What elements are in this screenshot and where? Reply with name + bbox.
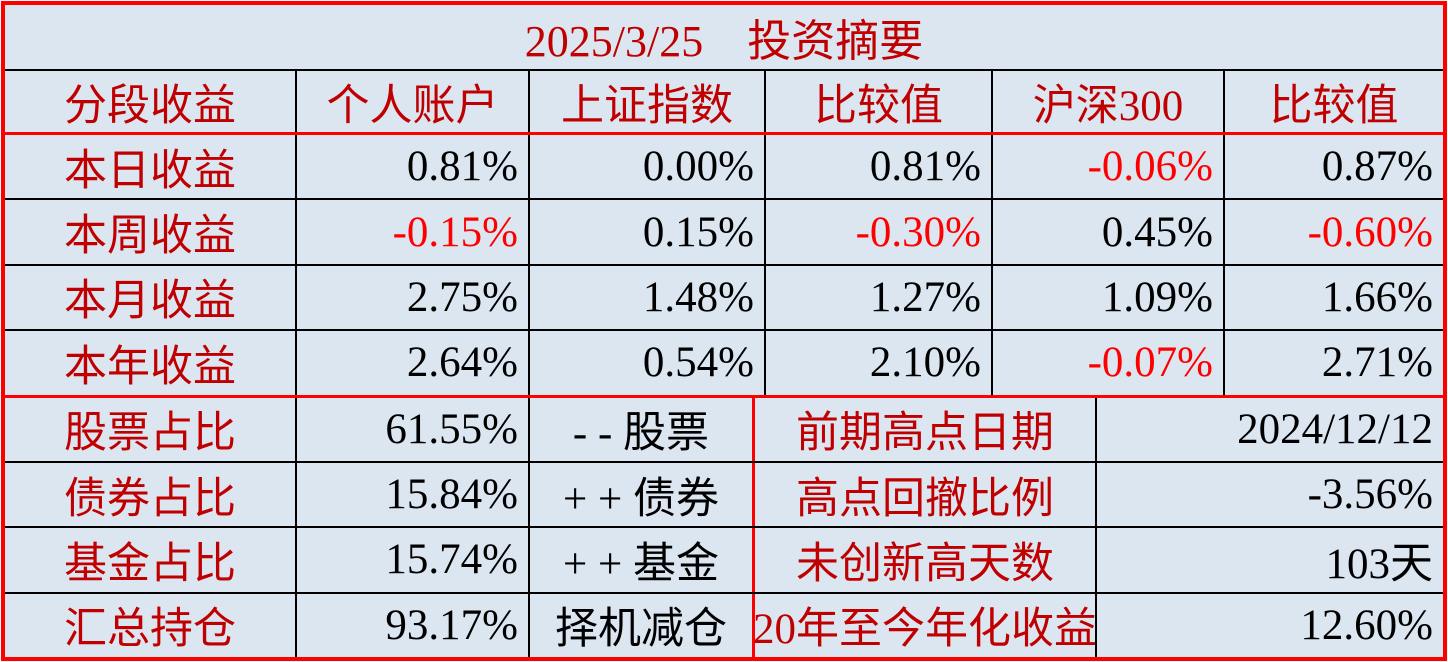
row-label: 本月收益 [5, 265, 297, 330]
row-label: 本年收益 [5, 331, 297, 395]
value-cell: 0.87% [1321, 143, 1433, 191]
stat-value-cell: -3.56% [1307, 471, 1433, 519]
row-monthly-return: 本月收益 2.75% 1.48% 1.27% 1.09% 1.66% [5, 265, 1443, 332]
row-daily-return: 本日收益 0.81% 0.00% 0.81% -0.06% 0.87% [5, 135, 1443, 201]
value-cell: -0.15% [297, 200, 530, 264]
stat-value-cell: 12.60% [1300, 601, 1433, 649]
value-cell: 2.71% [1321, 339, 1433, 387]
signal-cell: + + 基金 [530, 528, 755, 592]
header-personal-account: 个人账户 [297, 71, 530, 132]
signal-cell: + + 债券 [530, 462, 755, 527]
value-cell: -0.60% [1307, 208, 1433, 256]
row-label: 债券占比 [5, 462, 297, 527]
table-title: 2025/3/25 投资摘要 [5, 5, 1443, 71]
value-cell: -0.07% [993, 331, 1225, 395]
row-weekly-return: 本周收益 -0.15% 0.15% -0.30% 0.45% -0.60% [5, 200, 1443, 266]
stat-label-cell: 前期高点日期 [755, 397, 1097, 461]
value-cell: 15.74% [297, 528, 530, 592]
row-bond-allocation: 债券占比 15.84% + + 债券 高点回撤比例 -3.56% [5, 462, 1443, 529]
row-label: 本周收益 [5, 200, 297, 264]
header-sse-index: 上证指数 [530, 71, 766, 132]
row-total-position: 汇总持仓 93.17% 择机减仓 20年至今年化收益 12.60% [5, 593, 1443, 657]
value-cell: 1.66% [1321, 273, 1433, 321]
header-csi300: 沪深300 [993, 71, 1225, 132]
value-cell: 0.54% [530, 331, 766, 395]
row-label: 汇总持仓 [5, 593, 297, 657]
stat-label-cell: 20年至今年化收益 [755, 593, 1097, 657]
signal-cell: 择机减仓 [530, 593, 755, 657]
value-cell: 1.48% [530, 265, 766, 330]
value-cell: 1.09% [993, 265, 1225, 330]
value-cell: 2.75% [297, 265, 530, 330]
row-label: 基金占比 [5, 528, 297, 592]
value-cell: 0.45% [993, 200, 1225, 264]
value-cell: 0.00% [530, 135, 766, 199]
value-cell: 0.81% [766, 135, 993, 199]
stat-label-cell: 未创新高天数 [755, 528, 1097, 592]
row-fund-allocation: 基金占比 15.74% + + 基金 未创新高天数 103天 [5, 528, 1443, 594]
stat-value-cell: 2024/12/12 [1237, 405, 1433, 453]
stat-label-cell: 高点回撤比例 [755, 462, 1097, 527]
header-comparison-1: 比较值 [766, 71, 993, 132]
value-cell: -0.30% [766, 200, 993, 264]
value-cell: 61.55% [297, 397, 530, 461]
value-cell: 93.17% [297, 593, 530, 657]
stat-value-cell: 103天 [1325, 540, 1434, 588]
value-cell: -0.06% [993, 135, 1225, 199]
value-cell: 15.84% [297, 462, 530, 527]
row-stock-allocation: 股票占比 61.55% - - 股票 前期高点日期 2024/12/12 [5, 397, 1443, 463]
value-cell: 2.10% [766, 331, 993, 395]
row-label: 本日收益 [5, 135, 297, 199]
value-cell: 0.81% [297, 135, 530, 199]
value-cell: 0.15% [530, 200, 766, 264]
row-label: 股票占比 [5, 397, 297, 461]
row-yearly-return: 本年收益 2.64% 0.54% 2.10% -0.07% 2.71% [5, 331, 1443, 398]
header-comparison-2: 比较值 [1269, 82, 1399, 130]
signal-cell: - - 股票 [530, 397, 755, 461]
value-cell: 2.64% [297, 331, 530, 395]
header-segment-return: 分段收益 [5, 71, 297, 132]
header-row: 分段收益 个人账户 上证指数 比较值 沪深300 比较值 [5, 71, 1443, 135]
value-cell: 1.27% [766, 265, 993, 330]
